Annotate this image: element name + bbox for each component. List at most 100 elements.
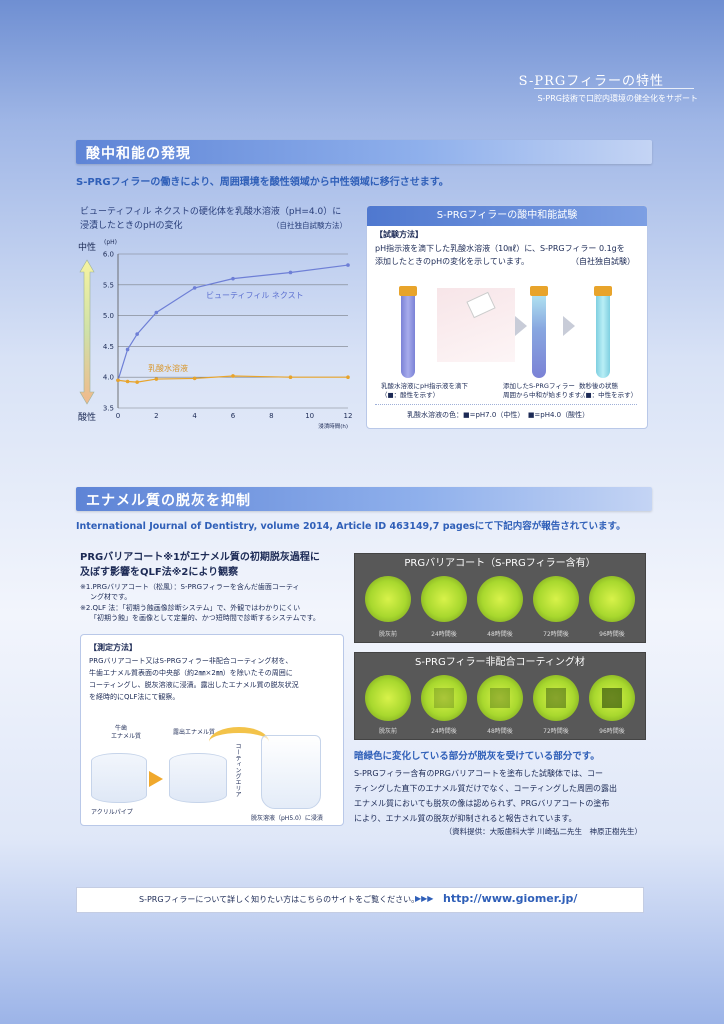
section2-title: エナメル質の脱灰を抑制 xyxy=(86,493,251,509)
method-line2: 添加したときのpHの変化を示しています。 xyxy=(375,257,530,266)
series-label-next: ビューティフィル ネクスト xyxy=(206,291,304,300)
qlf-control-disk xyxy=(589,675,635,721)
tube3-neutral-icon xyxy=(596,296,610,378)
footer-url-link[interactable]: http://www.giomer.jp/ xyxy=(443,892,578,905)
time-label: 24時間後 xyxy=(431,728,457,735)
acid-test-title: S-PRGフィラーの酸中和能試験 xyxy=(367,206,647,226)
result-heading: 暗緑色に変化している部分が脱灰を受けている部分です。 xyxy=(354,751,600,762)
step2-caption-l2: 周囲から中和が始まります。 xyxy=(503,391,587,399)
series-point-0 xyxy=(192,286,197,290)
time-label: 24時間後 xyxy=(431,631,457,638)
x-tick-label: 4 xyxy=(192,412,197,420)
y-tick-label: 4.5 xyxy=(103,343,114,351)
section1-lead: S-PRGフィラーの働きにより、周囲環境を酸性領域から中性領域に移行させます。 xyxy=(76,177,449,188)
curved-arrow-icon xyxy=(209,727,269,757)
lbl-exposed: 露出エナメル質 xyxy=(173,729,216,736)
chart-caption-line2: 浸漬したときのpHの変化 xyxy=(80,221,183,231)
meas-l4: を経時的にQLF法にて観察。 xyxy=(89,693,180,701)
qlf-control-disk xyxy=(533,675,579,721)
x-tick-label: 10 xyxy=(305,412,314,420)
lbl-solution: 脱灰溶液（pH5.0）に浸漬 xyxy=(251,815,323,822)
note2-l1: ※2.QLF 法：「初期う蝕画像診断システム」で、外観ではわかりにくい xyxy=(80,604,301,612)
series-point-0 xyxy=(125,347,130,352)
series-point-1 xyxy=(154,377,159,381)
result-line4: により、エナメル質の脱灰が抑制されると報告されています。 xyxy=(354,814,577,823)
series-point-0 xyxy=(154,310,159,315)
time-label: 96時間後 xyxy=(599,631,625,638)
series-point-0 xyxy=(135,332,139,336)
ph-arrow-icon xyxy=(79,259,95,405)
y-tick-label: 4.0 xyxy=(103,374,114,382)
result-line2: ティングした直下のエナメル質だけでなく、コーティングした周囲の露出 xyxy=(354,784,618,793)
lbl-enamel-1: 牛歯 xyxy=(115,725,128,732)
method-label: 【試験方法】 xyxy=(375,230,423,239)
coated-sample-image xyxy=(169,753,227,803)
time-label: 96時間後 xyxy=(599,728,625,735)
time-label: 72時間後 xyxy=(543,631,569,638)
series-point-1 xyxy=(135,380,139,384)
method-source: （自社独自試験） xyxy=(571,257,635,266)
y-axis-label: (pH) xyxy=(104,239,117,246)
qlf-control-disk xyxy=(365,675,411,721)
neutral-label: 中性 xyxy=(78,243,97,253)
section1-band: 酸中和能の発現 xyxy=(76,140,652,164)
method-line1: pH指示液を滴下した乳酸水溶液（10㎖）に、S-PRGフィラー 0.1gを xyxy=(375,244,625,253)
arrow1-icon xyxy=(515,316,527,336)
time-label: 48時間後 xyxy=(487,631,513,638)
chart-caption-line1: ビューティフィル ネクストの硬化体を乳酸水溶液（pH=4.0）に xyxy=(80,207,342,217)
time-label: 脱灰前 xyxy=(378,728,397,735)
note1-l2: ング材です。 xyxy=(90,593,132,601)
section1-title: 酸中和能の発現 xyxy=(86,146,191,162)
study-heading-l2: 及ぼす影響をQLF法※2により観察 xyxy=(80,567,239,578)
box-divider xyxy=(375,404,637,405)
beaker-image xyxy=(261,735,321,809)
step2-caption-l1: 添加したS-PRGフィラー xyxy=(503,382,575,390)
x-tick-label: 8 xyxy=(269,412,273,420)
qlf-panel-control: S-PRGフィラー非配合コーティング材 脱灰前 24時間後 48時間後 72時間… xyxy=(354,652,646,740)
series-label-lactic: 乳酸水溶液 xyxy=(148,363,188,373)
time-label: 48時間後 xyxy=(487,728,513,735)
step3-caption-l1: 数秒後の状態 xyxy=(579,382,618,390)
acidic-label: 酸性 xyxy=(78,413,97,423)
series-point-1 xyxy=(231,374,235,378)
lbl-coating: コーティングエリア xyxy=(234,743,241,797)
meas-label: 【測定方法】 xyxy=(89,643,137,652)
x-tick-label: 2 xyxy=(154,412,158,420)
meas-l1: PRGバリアコート又はS-PRGフィラー非配合コーティング材を、 xyxy=(89,657,293,665)
y-tick-label: 3.5 xyxy=(103,405,114,413)
chart-source: （自社独自試験方法） xyxy=(272,221,347,230)
header-title: S-PRGフィラーの特性 xyxy=(518,74,664,89)
step3-caption-l2: （■：中性を示す） xyxy=(579,391,638,399)
qlf-prg-disk xyxy=(589,576,635,622)
series-point-1 xyxy=(192,376,197,381)
series-point-0 xyxy=(231,276,235,281)
qlf-panel-control-title: S-PRGフィラー非配合コーティング材 xyxy=(415,657,585,668)
lbl-enamel-2: エナメル質 xyxy=(111,733,142,740)
series-point-0 xyxy=(346,263,350,267)
header-rule xyxy=(534,88,694,89)
tube2-cap xyxy=(530,286,548,296)
meas-l2: 牛歯エナメル質表面の中央部（約2㎜×2㎜）を除いたその周囲に xyxy=(89,669,293,677)
footer-text: S-PRGフィラーについて詳しく知りたい方はこちらのサイトをご覧ください。 xyxy=(139,895,420,904)
x-tick-label: 0 xyxy=(116,412,120,420)
series-point-1 xyxy=(288,375,293,379)
section2-lead: International Journal of Dentistry, volu… xyxy=(76,521,626,532)
tube2-mixing-icon xyxy=(532,296,546,378)
footer-bar: S-PRGフィラーについて詳しく知りたい方はこちらのサイトをご覧ください。 ▶▶… xyxy=(76,887,644,913)
x-axis-label: 浸漬時間(h) xyxy=(318,422,348,430)
tooth-sample-image xyxy=(91,753,147,803)
header-subtitle: S-PRG技術で口腔内環境の健全化をサポート xyxy=(537,94,698,103)
meas-l3: コーティングし、脱灰溶液に浸漬。露出したエナメル質の脱灰状況 xyxy=(89,681,299,689)
y-tick-label: 6.0 xyxy=(103,251,114,259)
study-heading-l1: PRGバリアコート※1がエナメル質の初期脱灰過程に xyxy=(80,552,320,563)
note2-l2: 「初期う蝕」を画像として定量的、かつ短時間で診断するシステムです。 xyxy=(90,614,320,622)
measurement-box: 【測定方法】 PRGバリアコート又はS-PRGフィラー非配合コーティング材を、 … xyxy=(80,634,344,826)
step1-caption-l1: 乳酸水溶液にpH指示液を滴下 xyxy=(381,382,469,390)
acid-test-box: S-PRGフィラーの酸中和能試験 【試験方法】 pH指示液を滴下した乳酸水溶液（… xyxy=(366,205,648,429)
tube3-cap xyxy=(594,286,612,296)
process-arrow-icon xyxy=(149,771,163,787)
section2-band: エナメル質の脱灰を抑制 xyxy=(76,487,652,511)
x-tick-label: 12 xyxy=(344,412,353,420)
tube1-acidic-icon xyxy=(401,296,415,378)
result-source: （資料提供：大阪歯科大学 川崎弘二先生 神原正樹先生） xyxy=(444,827,642,836)
